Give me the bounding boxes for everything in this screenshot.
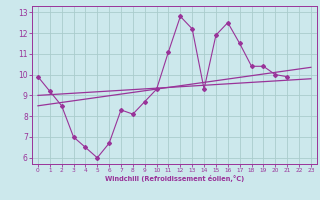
X-axis label: Windchill (Refroidissement éolien,°C): Windchill (Refroidissement éolien,°C) — [105, 175, 244, 182]
